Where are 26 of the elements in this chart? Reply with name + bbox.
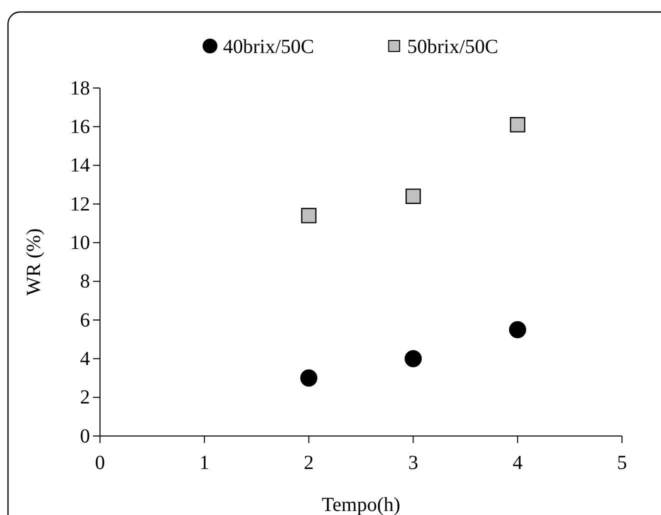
y-tick-label: 12 <box>70 193 90 216</box>
point <box>406 188 421 204</box>
y-tick-label: 16 <box>70 116 90 138</box>
y-tick-label: 6 <box>80 309 90 332</box>
y-tick-label: 18 <box>70 77 90 100</box>
x-tick-label: 5 <box>617 452 627 474</box>
y-axis-title: WR (%) <box>23 228 45 296</box>
y-tick-label: 4 <box>80 348 90 370</box>
point <box>300 369 318 387</box>
point <box>509 321 526 338</box>
x-tick-label: 0 <box>95 452 105 474</box>
x-tick-label: 2 <box>304 452 314 474</box>
legend-label: 40brix/50C <box>223 36 314 58</box>
x-axis-title: Tempo(h) <box>322 494 400 515</box>
x-tick-label: 4 <box>512 452 523 474</box>
y-tick-label: 10 <box>70 232 90 254</box>
y-tick-label: 8 <box>80 270 90 293</box>
x-tick-label: 3 <box>408 452 418 474</box>
point <box>404 350 422 368</box>
point <box>301 208 316 224</box>
y-tick-label: 0 <box>80 425 90 448</box>
legend-label: 50brix/50C <box>407 36 498 58</box>
y-tick-label: 2 <box>80 386 90 409</box>
x-tick-label: 1 <box>199 452 210 474</box>
y-tick-label: 14 <box>70 154 90 177</box>
point <box>510 117 526 132</box>
